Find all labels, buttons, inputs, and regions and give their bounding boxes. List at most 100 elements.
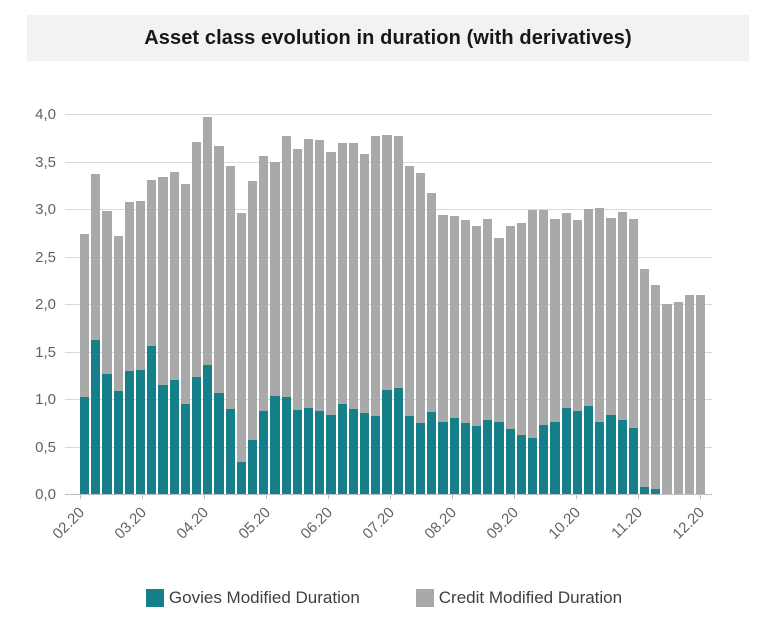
bar-segment-credit <box>102 210 112 375</box>
x-axis-tick-label: 02.20 <box>49 504 89 543</box>
bar-segment-credit <box>550 218 560 422</box>
bar-segment-govies <box>124 371 135 494</box>
bar-segment-govies <box>584 405 594 494</box>
bar-segment-credit <box>662 304 672 494</box>
x-axis-tick <box>328 494 329 499</box>
bar-segment-govies <box>539 424 549 494</box>
bar-segment-govies <box>494 421 504 494</box>
bar-segment-credit <box>371 135 381 417</box>
bar-segment-govies <box>382 390 392 494</box>
bar-segment-govies <box>304 407 314 494</box>
x-axis-tick <box>142 494 143 499</box>
bar-segment-credit <box>460 220 471 423</box>
bar-segment-govies <box>281 397 291 494</box>
bar-segment-credit <box>248 181 258 440</box>
bar-segment-credit <box>438 214 448 422</box>
bar-segment-credit <box>360 153 370 414</box>
x-axis-tick <box>514 494 515 499</box>
x-axis-tick-label: 04.20 <box>173 504 213 543</box>
bar-segment-govies <box>360 413 370 494</box>
bar-segment-credit <box>651 285 661 490</box>
bar-segment-govies <box>337 403 347 494</box>
y-axis-tick-label: 0,5 <box>35 438 56 456</box>
x-axis-tick <box>390 494 391 499</box>
bar-segment-credit <box>281 135 291 398</box>
bar-segment-credit <box>449 215 459 418</box>
bar-segment-govies <box>505 429 515 494</box>
bar-segment-govies <box>404 416 415 494</box>
bar-segment-govies <box>158 384 168 494</box>
bar-segment-govies <box>393 387 403 494</box>
y-axis-tick-label: 4,0 <box>35 106 56 123</box>
bar-segment-govies <box>449 418 459 494</box>
bar-segment-govies <box>225 408 235 494</box>
bar-segment-credit <box>382 134 392 391</box>
bar-segment-credit <box>572 220 583 412</box>
chart-title: Asset class evolution in duration (with … <box>144 26 632 49</box>
y-axis-tick-label: 2,0 <box>35 296 56 313</box>
legend-swatch-govies-icon <box>145 589 164 607</box>
y-axis-tick-label: 3,0 <box>35 201 56 218</box>
bar-segment-credit <box>684 295 695 494</box>
x-axis-tick-label: 07.20 <box>359 504 399 543</box>
y-axis-tick-label: 0,0 <box>35 486 56 503</box>
bar-segment-credit <box>696 294 706 494</box>
bar-segment-govies <box>348 408 359 494</box>
bar-segment-govies <box>180 403 191 494</box>
bar-segment-govies <box>270 396 280 494</box>
x-axis-tick-label: 03.20 <box>111 504 151 543</box>
x-axis-tick <box>80 494 81 499</box>
bar-segment-govies <box>550 421 560 494</box>
bar-segment-govies <box>516 435 527 494</box>
bar-segment-govies <box>606 415 616 494</box>
bar-segment-credit <box>561 212 571 408</box>
bar-segment-credit <box>192 141 202 378</box>
x-axis-tick <box>700 494 701 499</box>
bar-segment-govies <box>326 415 336 494</box>
bar-segment-credit <box>595 208 605 422</box>
x-axis-tick <box>638 494 639 499</box>
bar-segment-credit <box>427 192 437 413</box>
bar-segment-credit <box>225 166 235 409</box>
bar-segment-govies <box>595 421 605 494</box>
bar-segment-credit <box>628 218 639 428</box>
bar-segment-credit <box>505 226 515 430</box>
bar-segment-govies <box>169 380 179 494</box>
legend-entry-credit: Credit Modified Duration <box>415 588 622 608</box>
bar-segment-govies <box>236 461 247 494</box>
x-axis-line <box>65 494 712 495</box>
x-axis-tick-label: 12.20 <box>669 504 709 543</box>
bar-segment-govies <box>628 427 639 494</box>
bar-segment-credit <box>494 237 504 422</box>
bar-segment-govies <box>472 425 482 494</box>
bar-segment-govies <box>438 421 448 494</box>
bar-segment-credit <box>236 212 247 462</box>
x-axis-tick <box>266 494 267 499</box>
bar-segment-govies <box>561 407 571 494</box>
bar-segment-govies <box>292 410 303 494</box>
bar-segment-govies <box>617 419 627 494</box>
bar-segment-credit <box>393 135 403 388</box>
x-axis-tick-label: 09.20 <box>483 504 523 543</box>
bar-segment-credit <box>584 209 594 406</box>
bar-segment-govies <box>315 411 325 494</box>
bar-segment-credit <box>180 184 191 404</box>
bar-segment-govies <box>147 345 157 494</box>
x-axis-tick <box>576 494 577 499</box>
bar-segment-credit <box>80 233 90 398</box>
bar-segment-govies <box>460 422 471 494</box>
x-axis-tick-label: 11.20 <box>608 504 647 542</box>
bar-segment-govies <box>248 439 258 494</box>
y-axis-tick-label: 3,5 <box>35 153 56 171</box>
bar-segment-credit <box>516 223 527 436</box>
x-axis-tick <box>204 494 205 499</box>
x-axis-tick <box>452 494 453 499</box>
bar-segment-credit <box>203 116 213 365</box>
bar-segment-credit <box>673 302 683 494</box>
bar-segment-credit <box>214 146 224 394</box>
bar-segment-govies <box>416 422 426 494</box>
bar-segment-credit <box>270 162 280 397</box>
bar-segment-credit <box>348 142 359 409</box>
bar-segment-credit <box>259 155 269 412</box>
